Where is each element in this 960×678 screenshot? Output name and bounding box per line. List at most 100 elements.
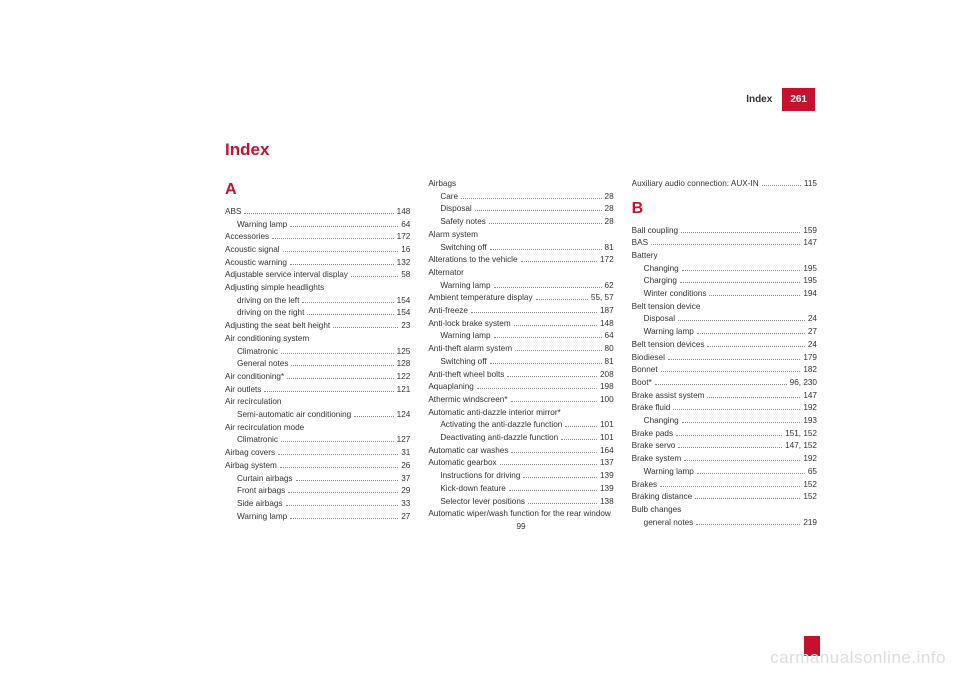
leader-dots [475,210,602,211]
index-entry-page: 115 [804,178,817,191]
leader-dots [696,524,800,525]
index-entry: Aquaplaning198 [428,381,613,394]
leader-dots [507,376,597,377]
leader-dots [695,498,800,499]
leader-dots [707,346,804,347]
index-entry-label: Air conditioning system [225,333,309,346]
index-subentry: Front airbags29 [225,485,410,498]
leader-dots [489,223,602,224]
index-subentry: Side airbags33 [225,498,410,511]
index-entry-label: Adjustable service interval display [225,269,348,282]
index-entry: Adjustable service interval display 58 [225,269,410,282]
leader-dots [286,505,399,506]
index-entry-label: Auxiliary audio connection: AUX-IN [632,178,759,191]
index-entry-label: Ambient temperature display [428,292,532,305]
index-letter: B [632,197,817,222]
index-entry-label: Climatronic [237,346,278,359]
index-entry-label: Accessories [225,231,269,244]
index-entry-label: ABS [225,206,241,219]
index-entry-page: 187 [600,305,614,318]
leader-dots [681,232,800,233]
index-entry-page: 62 [605,280,614,293]
index-entry-label: Brake assist system [632,390,705,403]
index-entry-page: 172 [397,231,411,244]
index-entry-page: 28 [605,203,614,216]
index-entry: Belt tension device [632,301,817,314]
leader-dots [477,388,597,389]
leader-dots [494,287,602,288]
index-entry-page: 152 [803,491,817,504]
index-entry-page: 192 [803,402,817,415]
index-entry-page: 192 [803,453,817,466]
index-entry-label: Automatic wiper/wash function for the re… [428,508,610,521]
index-entry-page: 80 [605,343,614,356]
index-entry-page: 101 [600,419,614,432]
index-entry-label: Airbag system [225,460,277,473]
leader-dots [655,384,787,385]
index-entry-label: Airbag covers [225,447,275,460]
index-entry-page: 96, 230 [790,377,817,390]
page-header: Index 261 [746,88,815,111]
leader-dots [354,416,393,417]
index-subentry: Switching off81 [428,242,613,255]
index-entry-page: 198 [600,381,614,394]
index-entry-page: 33 [401,498,410,511]
leader-dots [521,261,597,262]
index-entry-label: General notes [237,358,288,371]
index-entry-label: Brake servo [632,440,676,453]
index-entry-label: Adjusting the seat belt height [225,320,330,333]
index-entry-page: 148 [397,206,411,219]
header-section-label: Index [746,88,782,111]
leader-dots [660,486,800,487]
index-entry: Anti-theft alarm system80 [428,343,613,356]
index-entry: Anti-lock brake system148 [428,318,613,331]
index-entry: Alternator [428,267,613,280]
leader-dots [471,312,597,313]
index-entry-page: 127 [397,434,411,447]
index-column-2: AirbagsCare28Disposal28Safety notes28Ala… [428,178,613,534]
index-entry-page: 65 [808,466,817,479]
index-entry: Acoustic warning132 [225,257,410,270]
index-entry-page: 152 [803,479,817,492]
index-subentry: Climatronic127 [225,434,410,447]
page-title: Index [225,140,269,160]
index-entry: Alarm system [428,229,613,242]
index-entry-label: Anti-lock brake system [428,318,510,331]
leader-dots [682,270,801,271]
index-entry-page: 58 [401,269,410,282]
index-subentry: Switching off81 [428,356,613,369]
index-entry-page: 124 [397,409,411,422]
index-entry-page: 147 [803,237,817,250]
index-entry: Bonnet182 [632,364,817,377]
leader-dots [500,464,597,465]
index-entry-page: 208 [600,369,614,382]
leader-dots [307,314,393,315]
index-entry: Accessories 172 [225,231,410,244]
index-entry-label: Selector lever positions [440,496,525,509]
leader-dots [709,295,800,296]
index-subentry: Climatronic125 [225,346,410,359]
index-entry: Brakes152 [632,479,817,492]
index-entry: Acoustic signal16 [225,244,410,257]
index-entry-label: Switching off [440,242,486,255]
leader-dots [288,492,398,493]
index-entry-label: Automatic gearbox [428,457,496,470]
index-entry-page: 151, 152 [785,428,817,441]
index-entry: Brake fluid192 [632,402,817,415]
index-entry-page: 27 [808,326,817,339]
index-subentry: Warning lamp27 [632,326,817,339]
index-entry-page: 31 [401,447,410,460]
index-entry-label: Warning lamp [644,466,694,479]
index-subentry: Selector lever positions138 [428,496,613,509]
leader-dots [278,454,398,455]
index-entry: Battery [632,250,817,263]
index-entry-page: 128 [397,358,411,371]
leader-dots [461,198,601,199]
index-entry-label: Boot* [632,377,652,390]
index-entry-label: Air outlets [225,384,261,397]
index-entry: Brake system192 [632,453,817,466]
index-entry-page: 172 [600,254,614,267]
leader-dots [697,473,805,474]
index-entry: Airbag covers 31 [225,447,410,460]
index-entry: Brake servo147, 152 [632,440,817,453]
